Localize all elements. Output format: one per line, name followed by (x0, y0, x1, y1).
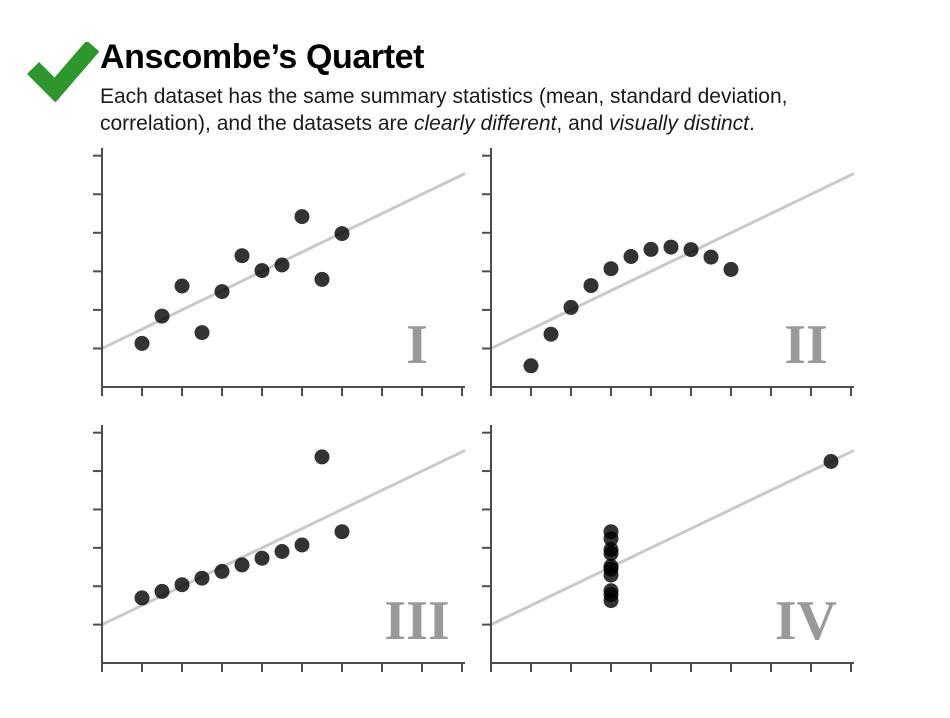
data-point (214, 563, 230, 579)
data-point (274, 257, 290, 273)
plot-label-II: II (784, 314, 828, 376)
data-point (134, 590, 150, 606)
data-point (194, 570, 210, 586)
plot-I: I (93, 148, 466, 396)
plot-label-IV: IV (775, 590, 837, 652)
data-point (174, 278, 190, 294)
plot-label-III: III (384, 590, 449, 652)
trend-line (490, 449, 855, 626)
data-point (254, 550, 270, 566)
data-point (154, 583, 170, 599)
checkmark-icon-stroke (27, 42, 99, 102)
subtitle-emphasis: clearly different (414, 112, 557, 135)
data-point (543, 326, 559, 342)
trend-line (490, 172, 855, 350)
data-point (723, 261, 739, 277)
data-point (254, 263, 270, 279)
data-point (663, 239, 679, 255)
checkmark-icon (27, 42, 99, 102)
data-point (294, 209, 310, 225)
data-point (603, 261, 619, 277)
data-point (314, 449, 330, 465)
data-point (134, 335, 150, 351)
subtitle-text: . (749, 112, 755, 135)
data-point (274, 544, 290, 559)
data-point (214, 284, 230, 300)
page-subtitle: Each dataset has the same summary statis… (100, 83, 840, 137)
data-point (703, 249, 719, 265)
plot-label-I: I (406, 314, 428, 376)
data-point (563, 299, 579, 315)
subtitle-text: Each dataset has the same summary statis… (100, 85, 788, 108)
plot-III: III (93, 425, 466, 672)
data-point (623, 249, 639, 264)
page-title: Anscombe’s Quartet (100, 38, 425, 76)
data-point (174, 577, 190, 593)
data-point (334, 524, 350, 540)
data-point (643, 241, 659, 257)
data-point (583, 278, 599, 294)
data-point (194, 325, 210, 341)
subtitle-text: correlation), and the datasets are (100, 112, 415, 135)
data-point (603, 587, 619, 603)
data-point (823, 454, 839, 469)
subtitle-text: , and (556, 112, 609, 135)
plot-II: II (482, 148, 855, 396)
data-point (234, 248, 250, 264)
data-point (314, 271, 330, 287)
plot-IV: IV (482, 425, 855, 672)
data-point (683, 242, 699, 258)
data-point (334, 226, 350, 242)
data-point (294, 537, 310, 553)
data-point (523, 358, 539, 374)
data-point (603, 542, 619, 558)
subtitle-emphasis: visually distinct (608, 112, 750, 135)
header: Anscombe’s Quartet Each dataset has the … (100, 40, 840, 137)
data-point (603, 531, 619, 547)
data-point (603, 561, 619, 577)
data-point (154, 308, 170, 324)
data-point (234, 557, 250, 573)
